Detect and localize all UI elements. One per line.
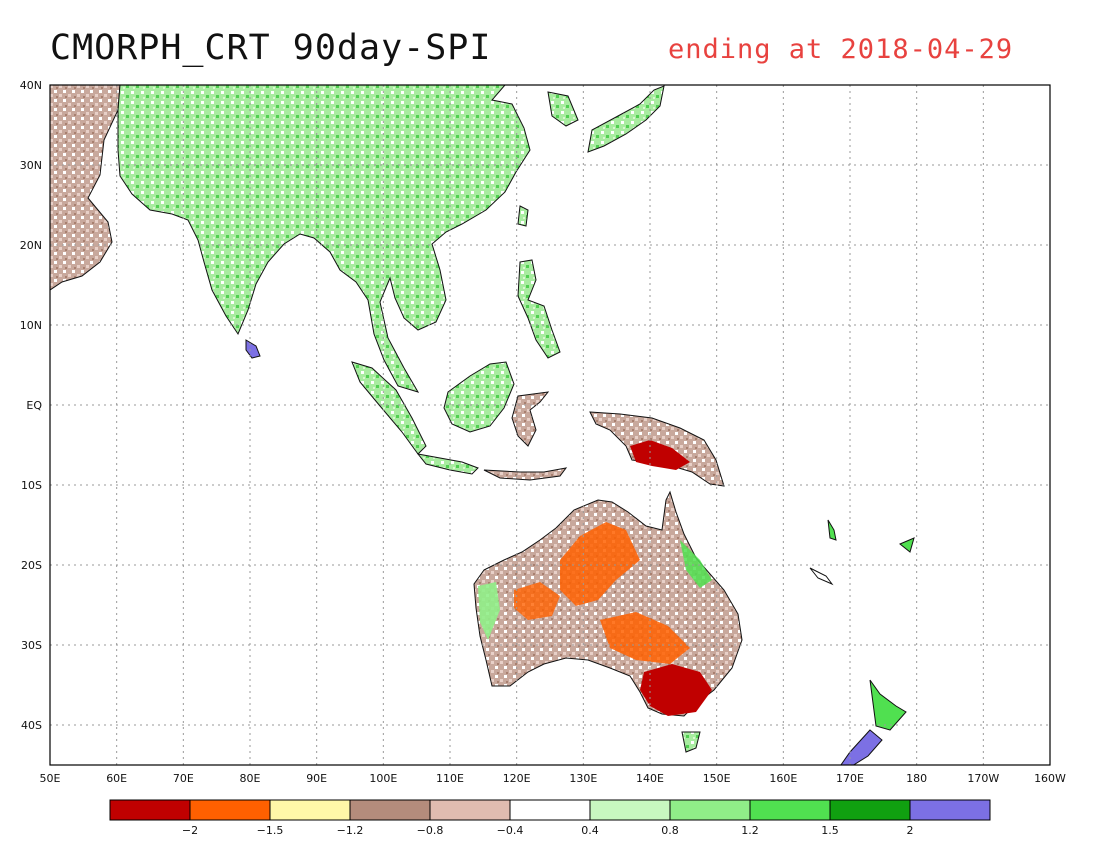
new-zealand-south (840, 729, 883, 765)
colorbar-swatch (509, 799, 591, 821)
lat-tick-label: 20N (20, 239, 42, 252)
colorbar-label: −1.2 (337, 824, 364, 837)
lon-tick-label: 150E (703, 772, 731, 785)
lon-tick-label: 110E (436, 772, 464, 785)
vanuatu (827, 519, 837, 541)
colorbar-swatch (669, 799, 751, 821)
colorbar-swatch (909, 799, 991, 821)
new-zealand-north (869, 679, 907, 731)
colorbar-label: 2 (907, 824, 914, 837)
colorbar-swatch (829, 799, 911, 821)
lat-tick-label: 40S (21, 719, 42, 732)
lon-tick-label: 60E (106, 772, 127, 785)
lesser-sunda (483, 467, 568, 481)
colorbar-swatch (349, 799, 431, 821)
land-spi-field (50, 85, 915, 765)
australia-dry-red-southeast (640, 664, 712, 716)
lon-tick-label: 170W (967, 772, 999, 785)
lat-tick-label: 30N (20, 159, 42, 172)
lon-tick-label: 140E (636, 772, 664, 785)
lon-tick-label: 100E (369, 772, 397, 785)
colorbar-swatch (589, 799, 671, 821)
colorbar-label: 1.5 (821, 824, 839, 837)
colorbar-label: 0.4 (581, 824, 599, 837)
arabia-landmass (50, 85, 121, 291)
tasmania (681, 731, 701, 753)
colorbar-swatch (429, 799, 511, 821)
new-caledonia (809, 567, 834, 586)
map-title: CMORPH_CRT 90day-SPI (50, 28, 492, 68)
australia-wet-west (478, 582, 500, 640)
australia-wet-east (680, 540, 712, 588)
sri-lanka (245, 339, 261, 359)
lat-tick-label: 40N (20, 79, 42, 92)
png-red-core (630, 440, 690, 470)
fiji (899, 537, 915, 553)
korea-peninsula (547, 91, 579, 127)
sulawesi (511, 391, 550, 447)
lon-tick-label: 170E (836, 772, 864, 785)
colorbar-label: 0.8 (661, 824, 679, 837)
australia-dry-orange-west (514, 582, 560, 620)
australia-dry-orange-north (560, 522, 640, 606)
asia-landmass (117, 85, 531, 393)
lon-tick-label: 80E (240, 772, 261, 785)
colorbar-swatch (749, 799, 831, 821)
lon-tick-label: 90E (306, 772, 327, 785)
taiwan (517, 205, 529, 227)
colorbar-label: −1.5 (257, 824, 284, 837)
lat-tick-label: 20S (21, 559, 42, 572)
lat-tick-label: 10S (21, 479, 42, 492)
map-gridlines (50, 85, 1050, 765)
colorbar-label: −2 (182, 824, 198, 837)
spi-colorbar (109, 799, 991, 821)
lon-tick-label: 160W (1034, 772, 1066, 785)
java (416, 453, 479, 475)
lat-tick-label: 10N (20, 319, 42, 332)
colorbar-swatch (269, 799, 351, 821)
colorbar-swatch (109, 799, 191, 821)
colorbar-tick-labels: −2 −1.5 −1.2 −0.8 −0.4 0.4 0.8 1.2 1.5 2 (182, 824, 914, 837)
lon-tick-label: 120E (503, 772, 531, 785)
sumatra (351, 361, 427, 455)
lon-tick-label: 130E (569, 772, 597, 785)
colorbar-label: 1.2 (741, 824, 759, 837)
lat-tick-label: 30S (21, 639, 42, 652)
colorbar-label: −0.4 (497, 824, 524, 837)
lon-tick-label: 180 (906, 772, 927, 785)
philippines (517, 259, 561, 359)
lon-tick-label: 160E (769, 772, 797, 785)
lon-tick-label: 50E (40, 772, 61, 785)
lon-tick-label: 70E (173, 772, 194, 785)
date-subtitle: ending at 2018-04-29 (668, 34, 1014, 65)
longitude-tick-labels: 50E 60E 70E 80E 90E 100E 110E 120E 130E 140E 150E 1… (40, 772, 1067, 785)
colorbar-label: −0.8 (417, 824, 444, 837)
japan-islands (587, 85, 665, 153)
map-frame (49, 84, 1051, 766)
lat-tick-label: EQ (26, 399, 42, 412)
colorbar-swatch (189, 799, 271, 821)
latitude-tick-labels: 40N 30N 20N 10N EQ 10S 20S 30S 40S (20, 79, 43, 732)
borneo (443, 361, 515, 433)
australia-dry-orange-central (600, 612, 690, 664)
